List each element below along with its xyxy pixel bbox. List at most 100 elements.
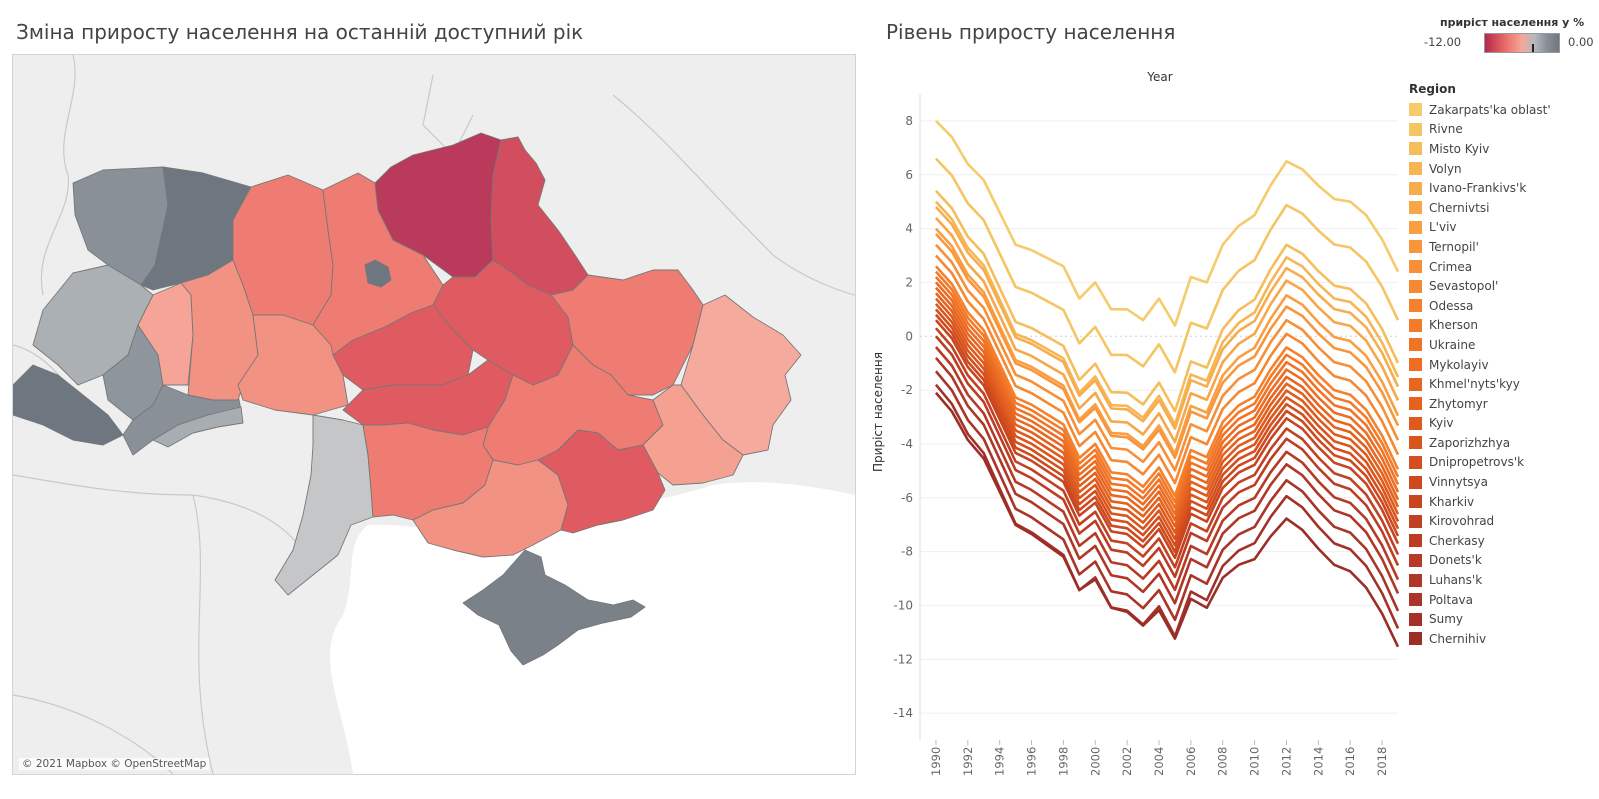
legend-item[interactable]: Zakarpats'ka oblast' [1409, 100, 1597, 120]
legend-swatch [1409, 299, 1422, 313]
legend-swatch [1409, 455, 1422, 469]
legend-item[interactable]: Vinnytsya [1409, 472, 1597, 492]
x-tick-label: 2006 [1184, 747, 1198, 776]
series-line[interactable] [934, 391, 1400, 648]
legend-item[interactable]: Cherkasy [1409, 531, 1597, 551]
legend-item[interactable]: Kirovohrad [1409, 511, 1597, 531]
series-line[interactable] [934, 270, 1400, 504]
legend-item[interactable]: Crimea [1409, 257, 1597, 277]
legend-item[interactable]: Volyn [1409, 159, 1597, 179]
legend-swatch [1409, 612, 1422, 626]
series-line[interactable] [934, 157, 1400, 374]
series-line[interactable] [934, 216, 1400, 444]
legend-item[interactable]: Kyiv [1409, 414, 1597, 434]
x-tick-label: 2016 [1343, 747, 1357, 776]
legend-swatch [1409, 240, 1422, 254]
legend-label: Poltava [1429, 592, 1473, 607]
series-line[interactable] [934, 346, 1400, 592]
region-kyiv-city[interactable] [364, 259, 392, 288]
legend-item[interactable]: Sumy [1409, 609, 1597, 629]
chart-title: Рівень приросту населення [886, 20, 1176, 44]
legend-label: Vinnytsya [1429, 475, 1489, 490]
legend-label: Sumy [1429, 612, 1464, 627]
legend-swatch [1409, 553, 1422, 567]
series-line[interactable] [934, 335, 1400, 579]
x-tick-label: 2010 [1248, 747, 1262, 776]
region-vinnytsia[interactable] [237, 314, 349, 416]
legend-item[interactable]: Kharkiv [1409, 492, 1597, 512]
x-tick-label: 1998 [1056, 747, 1070, 776]
y-tick-label: -12 [893, 652, 913, 666]
legend-swatch [1409, 318, 1422, 332]
legend-item[interactable]: Misto Kyiv [1409, 139, 1597, 159]
series-line[interactable] [934, 356, 1400, 605]
series-line[interactable] [934, 292, 1400, 528]
series-line[interactable] [934, 276, 1400, 510]
legend-swatch [1409, 436, 1422, 450]
legend-label: Kirovohrad [1429, 514, 1495, 529]
x-tick-label: 1994 [993, 747, 1007, 776]
x-tick-label: 1996 [1025, 747, 1039, 776]
map-canvas[interactable] [13, 55, 855, 774]
series-line[interactable] [934, 200, 1400, 426]
legend-label: Chernivtsi [1429, 200, 1490, 215]
legend-item[interactable]: Luhans'k [1409, 570, 1597, 590]
y-tick-label: 0 [905, 329, 913, 343]
x-tick-label: 2008 [1216, 747, 1230, 776]
series-line[interactable] [934, 233, 1400, 459]
legend-swatch [1409, 201, 1422, 215]
legend-item[interactable]: Sevastopol' [1409, 276, 1597, 296]
legend-swatch [1409, 475, 1422, 489]
series-line[interactable] [934, 297, 1400, 534]
legend-label: Dnipropetrovs'k [1429, 455, 1525, 470]
series-line[interactable] [934, 308, 1400, 547]
legend-swatch [1409, 122, 1422, 136]
series-lines[interactable] [934, 120, 1400, 648]
y-tick-label: -4 [901, 437, 913, 451]
region-legend: Region Zakarpats'ka oblast' Rivne Misto Ky… [1409, 82, 1597, 649]
legend-item[interactable]: L'viv [1409, 218, 1597, 238]
x-tick-label: 2000 [1088, 747, 1102, 776]
legend-label: Odessa [1429, 298, 1474, 313]
series-line[interactable] [934, 327, 1400, 569]
legend-item[interactable]: Mykolayiv [1409, 355, 1597, 375]
choropleth-map[interactable]: © 2021 Mapbox © OpenStreetMap [12, 54, 856, 775]
legend-item[interactable]: Rivne [1409, 120, 1597, 140]
legend-item[interactable]: Zhytomyr [1409, 394, 1597, 414]
legend-item[interactable]: Ivano-Frankivs'k [1409, 178, 1597, 198]
series-line[interactable] [934, 319, 1400, 560]
legend-item[interactable]: Ternopil' [1409, 237, 1597, 257]
y-tick-label: -8 [901, 545, 913, 559]
color-legend-max: 0.00 [1568, 35, 1594, 49]
series-line[interactable] [934, 227, 1400, 456]
legend-item[interactable]: Chernihiv [1409, 629, 1597, 649]
series-line[interactable] [934, 206, 1400, 430]
legend-item[interactable]: Odessa [1409, 296, 1597, 316]
legend-swatch [1409, 358, 1422, 372]
legend-swatch [1409, 514, 1422, 528]
region-chernivtsi[interactable] [152, 406, 244, 448]
series-line[interactable] [934, 370, 1400, 622]
legend-item[interactable]: Chernivtsi [1409, 198, 1597, 218]
region-crimea[interactable] [462, 549, 646, 666]
series-line[interactable] [934, 286, 1400, 522]
legend-item[interactable]: Khmel'nyts'kyy [1409, 374, 1597, 394]
series-line[interactable] [934, 254, 1400, 485]
series-line[interactable] [934, 281, 1400, 516]
legend-item[interactable]: Zaporizhzhya [1409, 433, 1597, 453]
line-chart[interactable]: Year Приріст населення 1990 1992 1994 1996 1… [860, 54, 1420, 784]
series-line[interactable] [934, 265, 1400, 498]
legend-item[interactable]: Ukraine [1409, 335, 1597, 355]
series-line[interactable] [934, 243, 1400, 472]
series-line[interactable] [935, 120, 1400, 327]
region-legend-title: Region [1409, 82, 1456, 96]
legend-item[interactable]: Donets'k [1409, 551, 1597, 571]
series-line[interactable] [934, 190, 1400, 413]
legend-swatch [1409, 534, 1422, 548]
legend-item[interactable]: Poltava [1409, 590, 1597, 610]
series-line[interactable] [934, 303, 1400, 541]
series-line[interactable] [934, 313, 1400, 554]
region-zaporizhzhia[interactable] [537, 429, 666, 534]
legend-item[interactable]: Kherson [1409, 316, 1597, 336]
legend-item[interactable]: Dnipropetrovs'k [1409, 453, 1597, 473]
